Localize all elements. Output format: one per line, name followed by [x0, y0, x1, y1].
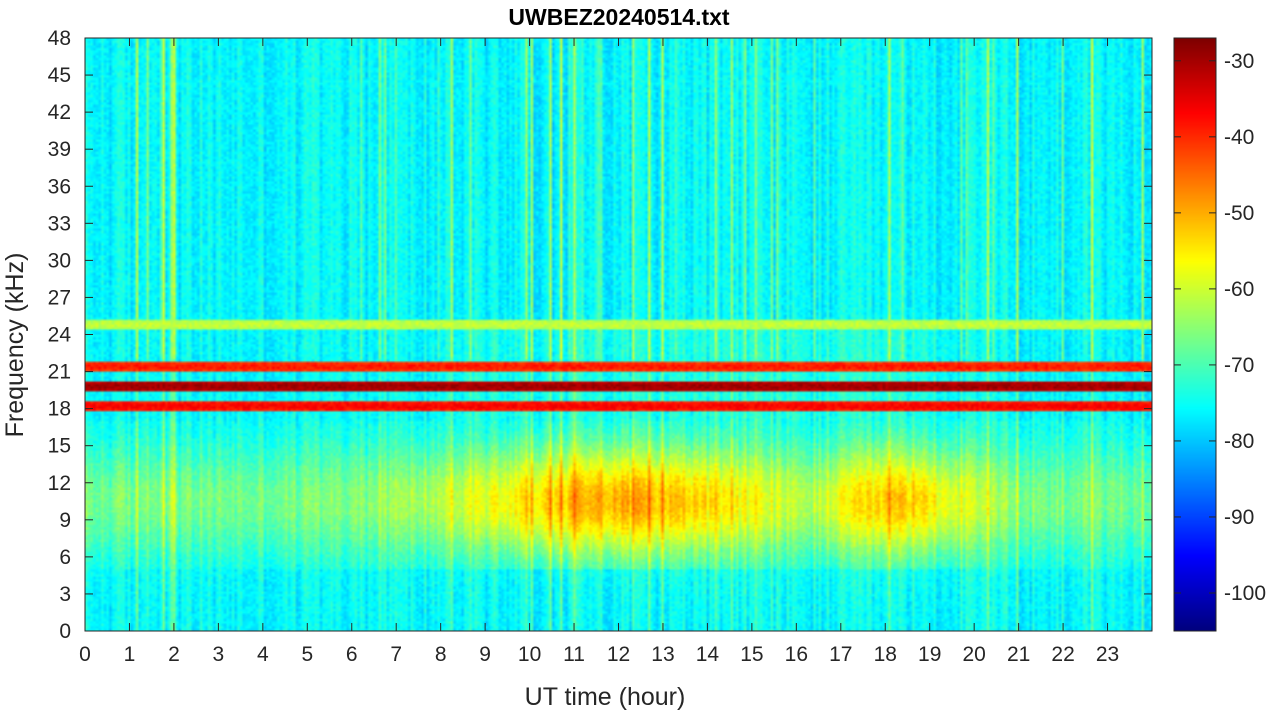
x-tick-label: 9 [479, 643, 491, 666]
y-tick-label: 12 [48, 472, 71, 495]
y-tick-label: 33 [48, 212, 71, 235]
x-tick-label: 23 [1096, 643, 1119, 666]
x-tick-label: 15 [740, 643, 763, 666]
colorbar-tick-label: -70 [1224, 354, 1254, 377]
x-tick-label: 18 [874, 643, 897, 666]
y-tick-label: 27 [48, 286, 71, 309]
colorbar-tick-label: -30 [1224, 50, 1254, 73]
x-axis-label: UT time (hour) [525, 683, 686, 711]
x-tick-label: 8 [435, 643, 447, 666]
y-tick-label: 30 [48, 249, 71, 272]
x-tick-label: 20 [962, 643, 985, 666]
y-tick-label: 21 [48, 361, 71, 384]
y-axis-label: Frequency (kHz) [1, 253, 29, 438]
x-tick-label: 21 [1007, 643, 1030, 666]
colorbar-tick-label: -60 [1224, 278, 1254, 301]
x-tick-label: 4 [257, 643, 269, 666]
x-tick-label: 19 [918, 643, 941, 666]
colorbar-gradient [1174, 38, 1216, 631]
x-tick-label: 13 [651, 643, 674, 666]
x-tick-label: 0 [79, 643, 91, 666]
x-tick-label: 1 [124, 643, 136, 666]
spectrogram-plot [84, 37, 1153, 632]
colorbar-ticks: -30 -40 -50 -60 -70 -80 -90 -100 [1174, 50, 1266, 605]
x-tick-label: 3 [213, 643, 225, 666]
y-tick-label: 24 [48, 324, 72, 347]
x-tick-label: 14 [696, 643, 720, 666]
colorbar-tick-label: -100 [1224, 582, 1266, 605]
y-tick-label: 48 [48, 27, 71, 50]
x-axis: 0 1 2 3 4 5 6 7 8 9 10 11 12 13 14 15 16 17 18 19 20 21 22 23 [79, 38, 1119, 666]
y-tick-label: 3 [59, 583, 71, 606]
chart-title: UWBEZ20240514.txt [508, 4, 729, 30]
y-tick-label: 6 [59, 546, 71, 569]
y-tick-label: 39 [48, 138, 71, 161]
colorbar-tick-label: -40 [1224, 126, 1254, 149]
colorbar-tick-label: -80 [1224, 430, 1254, 453]
x-tick-label: 11 [563, 643, 585, 666]
x-tick-label: 5 [301, 643, 313, 666]
colorbar-tick-label: -90 [1224, 506, 1254, 529]
x-tick-label: 7 [390, 643, 402, 666]
x-tick-label: 17 [829, 643, 852, 666]
y-tick-label: 18 [48, 398, 71, 421]
colorbar-tick-label: -50 [1224, 202, 1254, 225]
x-tick-label: 6 [346, 643, 358, 666]
x-tick-label: 10 [518, 643, 541, 666]
colorbar: -30 -40 -50 -60 -70 -80 -90 -100 [1173, 37, 1266, 632]
x-tick-label: 16 [785, 643, 808, 666]
y-tick-label: 9 [59, 509, 71, 532]
y-tick-label: 45 [48, 64, 71, 87]
spectrogram-heatmap [85, 38, 1152, 631]
x-tick-label: 2 [168, 643, 180, 666]
y-tick-label: 0 [59, 620, 71, 643]
y-tick-label: 15 [48, 435, 71, 458]
x-tick-label: 12 [607, 643, 630, 666]
y-tick-label: 36 [48, 175, 71, 198]
colorbar-frame [1173, 37, 1217, 632]
x-tick-label: 22 [1051, 643, 1074, 666]
y-tick-label: 42 [48, 101, 71, 124]
